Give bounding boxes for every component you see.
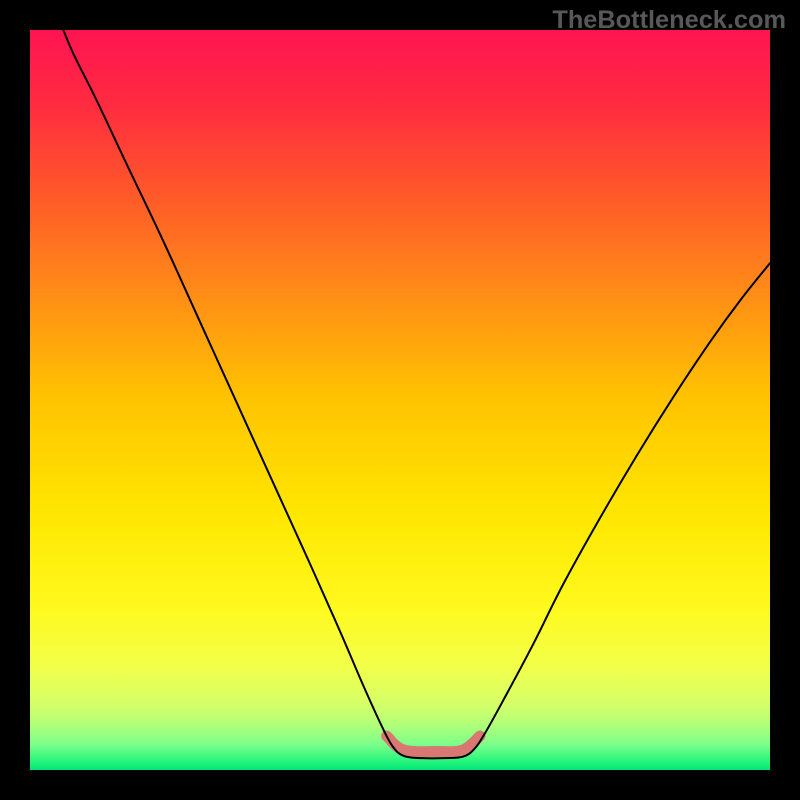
watermark-text: TheBottleneck.com bbox=[552, 6, 786, 35]
plot-gradient-background bbox=[30, 30, 770, 770]
chart-container: TheBottleneck.com bbox=[0, 0, 800, 800]
bottleneck-curve-chart bbox=[0, 0, 800, 800]
